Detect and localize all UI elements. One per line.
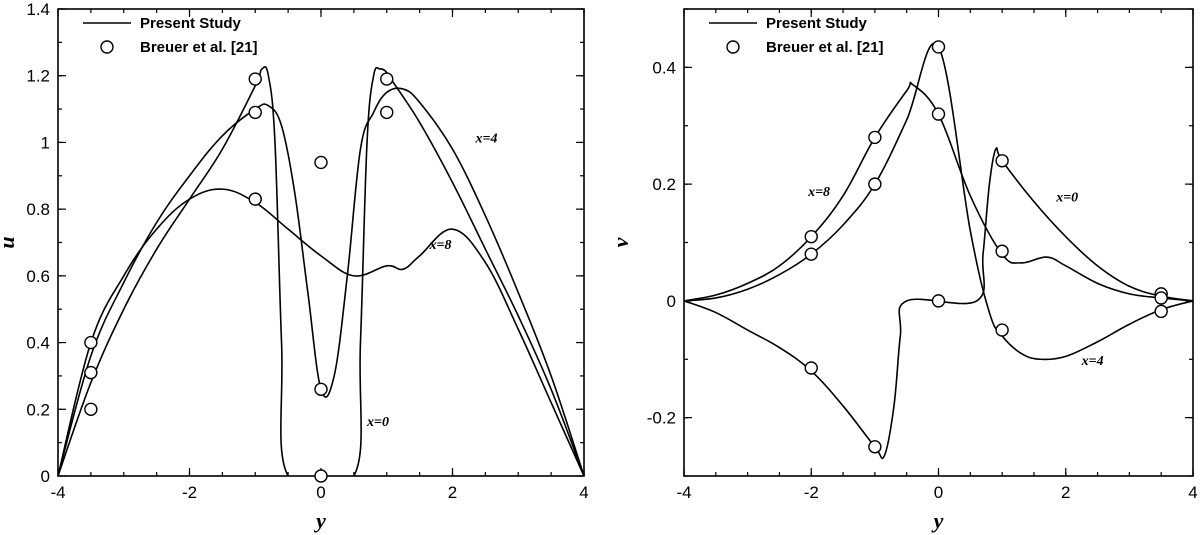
plot-frame xyxy=(683,8,1194,477)
plot-frame xyxy=(57,8,585,477)
u-profile-chart: -4 -2 0 2 4 0 0.2 0.4 0.6 0.8 1 1.2 1.4 y u x=4 x=8 x=0 Pr… xyxy=(0,0,589,533)
reference-point xyxy=(248,105,262,120)
y-tick-label: 1.2 xyxy=(26,67,50,86)
reference-point xyxy=(868,440,882,454)
reference-point xyxy=(868,177,882,191)
reference-point xyxy=(314,469,328,483)
curve-annotation: x=0 xyxy=(1055,191,1078,206)
curve-annotation: x=8 xyxy=(428,238,451,253)
legend-marker-swatch xyxy=(726,40,740,54)
reference-point xyxy=(931,294,946,308)
x-tick-label: -2 xyxy=(182,483,197,502)
x-axis-title: y xyxy=(313,508,326,533)
reference-point xyxy=(995,323,1009,337)
x-tick-label: 0 xyxy=(934,483,943,502)
reference-point xyxy=(995,244,1009,258)
x-tick-label: 4 xyxy=(579,483,588,502)
series-line-x-8 xyxy=(58,188,584,476)
legend-label-breuer: Breuer et al. [21] xyxy=(766,39,884,56)
curve-annotation: x=4 xyxy=(475,131,498,146)
x-tick-label: 4 xyxy=(1188,483,1197,502)
y-tick-label: 0 xyxy=(41,467,50,486)
curve-annotation: x=8 xyxy=(807,185,830,200)
reference-point xyxy=(931,107,946,121)
reference-point xyxy=(868,130,882,145)
x-tick-label: 2 xyxy=(1061,483,1070,502)
plot-area xyxy=(684,42,1193,460)
series-line-x-4 xyxy=(58,87,584,476)
reference-point xyxy=(1154,291,1168,305)
plot-area xyxy=(58,65,584,476)
y-tick-label: 0.4 xyxy=(652,58,676,77)
reference-point xyxy=(84,365,98,380)
reference-point xyxy=(804,247,818,261)
reference-point xyxy=(248,72,262,86)
y-axis-title: u xyxy=(0,236,19,248)
reference-point xyxy=(314,155,328,170)
reference-point xyxy=(804,361,818,375)
curve-annotation: x=4 xyxy=(1081,354,1104,369)
x-axis-title: y xyxy=(931,508,944,533)
legend-label-present-study: Present Study xyxy=(766,15,868,32)
x-tick-label: -4 xyxy=(676,483,691,502)
x-tick-label: -2 xyxy=(804,483,819,502)
legend-label-present-study: Present Study xyxy=(140,15,242,32)
reference-point xyxy=(804,229,818,244)
y-axis-title: v xyxy=(608,237,633,247)
series-line-x-4 xyxy=(684,42,1193,361)
v-profile-chart: -4 -2 0 2 4 -0.2 0 0.2 0.4 y v x=8 x=0 x=4 Present Stu… xyxy=(608,8,1198,533)
reference-point xyxy=(84,335,98,350)
y-tick-label: 0.2 xyxy=(26,400,50,419)
y-tick-label: 1 xyxy=(41,133,50,152)
reference-point xyxy=(380,105,394,120)
y-tick-label: 0 xyxy=(667,292,676,311)
x-tick-label: 0 xyxy=(316,483,325,502)
reference-point xyxy=(84,402,98,416)
legend-marker-swatch xyxy=(100,40,114,54)
y-tick-label: 0.6 xyxy=(26,267,50,286)
reference-point xyxy=(314,382,328,396)
x-tick-label: -4 xyxy=(50,483,65,502)
x-tick-label: 2 xyxy=(448,483,457,502)
y-tick-label: 0.4 xyxy=(26,334,50,353)
y-tick-label: -0.2 xyxy=(647,409,676,428)
reference-point xyxy=(995,154,1009,168)
curve-annotation: x=0 xyxy=(366,415,389,430)
legend-label-breuer: Breuer et al. [21] xyxy=(140,39,258,56)
y-tick-label: 0.2 xyxy=(652,175,676,194)
y-tick-label: 0.8 xyxy=(26,200,50,219)
series-line-x-0 xyxy=(58,65,584,476)
reference-point xyxy=(931,40,946,54)
y-tick-label: 1.4 xyxy=(26,0,50,19)
reference-point xyxy=(1154,304,1168,319)
reference-point xyxy=(248,192,262,206)
reference-point xyxy=(380,72,394,86)
